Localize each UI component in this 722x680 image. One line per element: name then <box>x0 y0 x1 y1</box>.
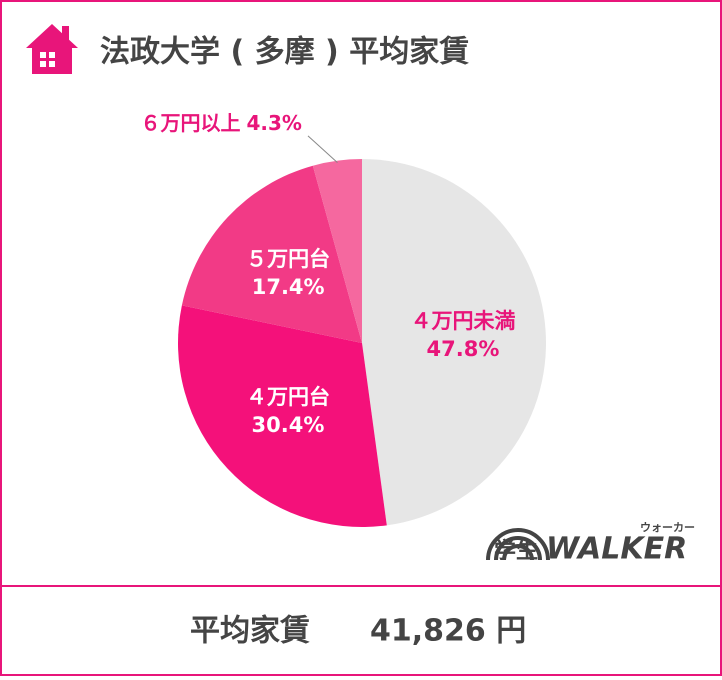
pie: ４万円未満 47.8% ４万円台 30.4% ５万円台 17.4% ６万円以上 4.3% <box>141 110 546 527</box>
logo: 学生 WALKER ウォーカー <box>486 521 695 567</box>
slice-label: ６万円以上 4.3% <box>141 110 302 134</box>
logo-brand: WALKER <box>546 532 687 567</box>
logo-text: 学生 <box>494 538 538 564</box>
value-label: 4.3% <box>247 110 302 134</box>
category-label: ５万円台 <box>246 247 330 271</box>
chart-title: 法政大学 ( 多摩 ) 平均家賃 <box>100 35 469 70</box>
pie-slice <box>178 305 387 527</box>
logo-kana: ウォーカー <box>640 521 695 534</box>
pie-slice <box>312 159 362 343</box>
category-label: ４万円未満 <box>410 309 515 333</box>
value-label: 17.4% <box>252 275 325 299</box>
value-label: 30.4% <box>252 413 325 437</box>
pie-slice <box>181 165 362 343</box>
summary-value: 41,826 円 <box>370 614 526 649</box>
pie-slice <box>362 159 546 526</box>
category-label: ６万円以上 <box>141 110 241 134</box>
leader-line <box>307 135 338 164</box>
summary-label: 平均家賃 <box>190 614 310 649</box>
house-icon <box>26 24 78 74</box>
category-label: ４万円台 <box>246 385 330 409</box>
value-label: 47.8% <box>427 337 500 361</box>
